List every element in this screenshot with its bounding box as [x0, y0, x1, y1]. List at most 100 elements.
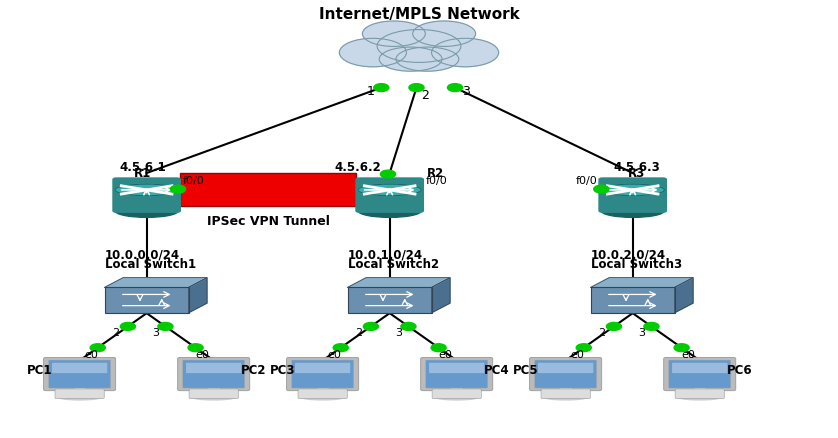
- FancyBboxPatch shape: [432, 389, 481, 399]
- Text: R2: R2: [427, 167, 444, 180]
- Ellipse shape: [339, 39, 406, 67]
- Text: 3: 3: [395, 328, 402, 338]
- Text: PC4: PC4: [484, 364, 510, 377]
- FancyBboxPatch shape: [672, 363, 727, 373]
- Text: Internet/MPLS Network: Internet/MPLS Network: [318, 7, 520, 21]
- FancyBboxPatch shape: [298, 389, 347, 399]
- FancyBboxPatch shape: [429, 363, 484, 373]
- FancyBboxPatch shape: [693, 385, 706, 392]
- Circle shape: [577, 344, 592, 352]
- Circle shape: [431, 344, 446, 352]
- FancyBboxPatch shape: [316, 385, 329, 392]
- Circle shape: [409, 84, 424, 92]
- Ellipse shape: [377, 30, 461, 63]
- Text: Local Switch1: Local Switch1: [106, 258, 196, 271]
- Text: 2: 2: [597, 328, 605, 338]
- Ellipse shape: [679, 395, 721, 400]
- FancyBboxPatch shape: [287, 357, 359, 391]
- Circle shape: [364, 322, 379, 330]
- Ellipse shape: [436, 395, 478, 400]
- Circle shape: [380, 170, 396, 178]
- FancyBboxPatch shape: [664, 357, 736, 391]
- Ellipse shape: [358, 204, 422, 217]
- FancyBboxPatch shape: [295, 363, 350, 373]
- Text: 2: 2: [354, 328, 362, 338]
- Circle shape: [594, 185, 609, 193]
- Ellipse shape: [396, 47, 459, 71]
- Text: 10.0.2.0/24: 10.0.2.0/24: [591, 248, 666, 261]
- FancyBboxPatch shape: [669, 360, 731, 388]
- FancyBboxPatch shape: [591, 287, 675, 313]
- FancyBboxPatch shape: [105, 287, 189, 313]
- Circle shape: [170, 185, 185, 193]
- FancyBboxPatch shape: [178, 357, 250, 391]
- FancyBboxPatch shape: [541, 389, 590, 399]
- Circle shape: [374, 84, 389, 92]
- Polygon shape: [189, 278, 207, 313]
- Text: f0/0: f0/0: [576, 176, 597, 186]
- Text: 3: 3: [462, 85, 469, 99]
- Ellipse shape: [601, 184, 665, 196]
- FancyBboxPatch shape: [421, 357, 493, 391]
- Circle shape: [334, 344, 349, 352]
- Text: e0: e0: [195, 350, 210, 360]
- Text: e0: e0: [681, 350, 696, 360]
- Circle shape: [401, 322, 416, 330]
- Text: 10.0.1.0/24: 10.0.1.0/24: [348, 248, 423, 261]
- Ellipse shape: [432, 39, 499, 67]
- Ellipse shape: [358, 184, 422, 196]
- Circle shape: [674, 344, 689, 352]
- Circle shape: [158, 322, 173, 330]
- Ellipse shape: [193, 395, 235, 400]
- Text: 3: 3: [638, 328, 645, 338]
- Text: 2: 2: [421, 88, 428, 102]
- FancyBboxPatch shape: [207, 385, 220, 392]
- Ellipse shape: [59, 395, 101, 400]
- FancyBboxPatch shape: [292, 360, 354, 388]
- FancyBboxPatch shape: [55, 389, 104, 399]
- FancyBboxPatch shape: [189, 389, 238, 399]
- Text: PC6: PC6: [727, 364, 753, 377]
- FancyBboxPatch shape: [44, 357, 116, 391]
- Ellipse shape: [379, 47, 442, 71]
- FancyBboxPatch shape: [52, 363, 107, 373]
- Text: Local Switch2: Local Switch2: [349, 258, 439, 271]
- FancyBboxPatch shape: [598, 177, 667, 213]
- Polygon shape: [675, 278, 693, 313]
- Text: R3: R3: [628, 167, 645, 180]
- Ellipse shape: [115, 204, 178, 217]
- Circle shape: [607, 322, 622, 330]
- Ellipse shape: [362, 21, 425, 46]
- Polygon shape: [591, 278, 693, 287]
- Text: 3: 3: [152, 328, 159, 338]
- Circle shape: [644, 322, 659, 330]
- Polygon shape: [105, 278, 207, 287]
- Text: f0/0: f0/0: [183, 176, 204, 186]
- FancyBboxPatch shape: [112, 177, 181, 213]
- FancyBboxPatch shape: [675, 389, 724, 399]
- Text: 4.5.6.1: 4.5.6.1: [119, 161, 166, 174]
- FancyBboxPatch shape: [535, 360, 597, 388]
- Polygon shape: [348, 278, 450, 287]
- FancyBboxPatch shape: [348, 287, 432, 313]
- Polygon shape: [432, 278, 450, 313]
- FancyBboxPatch shape: [538, 363, 593, 373]
- FancyBboxPatch shape: [186, 363, 241, 373]
- Ellipse shape: [115, 184, 178, 196]
- Text: IPSec VPN Tunnel: IPSec VPN Tunnel: [207, 215, 329, 228]
- Circle shape: [91, 344, 106, 352]
- Ellipse shape: [302, 395, 344, 400]
- Circle shape: [447, 84, 463, 92]
- Text: 10.0.0.0/24: 10.0.0.0/24: [105, 248, 180, 261]
- FancyBboxPatch shape: [559, 385, 572, 392]
- FancyBboxPatch shape: [426, 360, 488, 388]
- FancyBboxPatch shape: [183, 360, 245, 388]
- Text: PC1: PC1: [27, 364, 52, 377]
- Text: e0: e0: [438, 350, 453, 360]
- Text: 4.5.6.3: 4.5.6.3: [613, 161, 660, 174]
- Text: e0: e0: [570, 350, 584, 360]
- Circle shape: [188, 344, 203, 352]
- Ellipse shape: [413, 21, 476, 46]
- Text: e0: e0: [84, 350, 98, 360]
- FancyBboxPatch shape: [49, 360, 111, 388]
